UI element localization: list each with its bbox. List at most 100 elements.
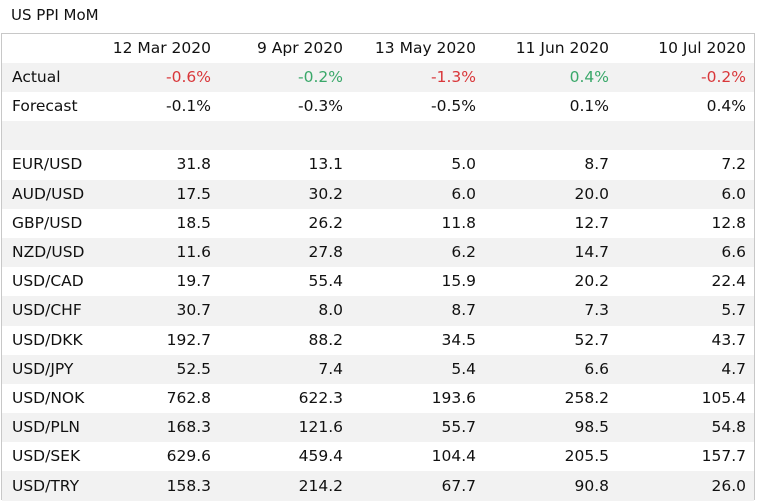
pair-value: 18.5 [176,213,211,232]
pair-value: 55.4 [308,272,343,291]
pair-value: 12.8 [711,213,746,232]
actual-value: -0.2% [617,63,754,93]
table-row: USD/DKK 192.7 88.2 34.5 52.7 43.7 [2,326,754,355]
pair-value: 52.5 [86,354,219,384]
pair-value: 17.5 [86,179,219,209]
column-header: 11 Jun 2020 [515,39,609,57]
pair-value: 258.2 [564,388,609,407]
table-row: USD/CHF 30.7 8.0 8.7 7.3 5.7 [2,296,754,326]
pair-value: 104.4 [431,447,476,466]
table-row: USD/SEK 629.6 459.4 104.4 205.5 157.7 [2,442,754,471]
pair-label: USD/CHF [2,296,86,326]
pair-value: 8.7 [351,296,484,326]
column-header: 12 Mar 2020 [112,39,211,57]
pair-value: 158.3 [86,471,219,501]
forecast-value: 0.1% [569,97,609,116]
row-label: Actual [2,63,86,93]
pair-label: USD/PLN [2,413,86,443]
pair-value: 20.2 [574,272,609,291]
pair-value: 11.8 [441,213,476,232]
pair-value: 26.2 [308,213,343,232]
table-row: NZD/USD 11.6 27.8 6.2 14.7 6.6 [2,237,754,268]
pair-value: 192.7 [166,330,211,349]
pair-value: 30.2 [219,179,351,209]
pair-value: 15.9 [441,272,476,291]
pair-value: 20.0 [484,179,617,209]
pair-value: 67.7 [351,471,484,501]
pair-value: 6.0 [351,179,484,209]
pair-value: 22.4 [711,272,746,291]
pair-value: 6.6 [617,237,754,268]
pair-value: 5.4 [351,354,484,384]
pair-label: AUD/USD [2,179,86,209]
pair-label: GBP/USD [12,213,83,232]
pair-value: 43.7 [711,330,746,349]
pair-value: 205.5 [564,447,609,466]
forecast-value: -0.1% [166,97,211,116]
pair-value: 6.2 [351,237,484,268]
pair-value: 27.8 [219,237,351,268]
pair-label: USD/NOK [12,388,85,407]
pair-value: 193.6 [431,388,476,407]
forecast-value: 0.4% [706,97,746,116]
pair-value: 8.7 [584,155,609,174]
column-header: 9 Apr 2020 [257,39,343,57]
actual-value: -0.2% [219,63,351,93]
pair-value: 762.8 [166,388,211,407]
pair-label: USD/TRY [2,471,86,501]
pair-value: 8.0 [219,296,351,326]
pair-rows: EUR/USD 31.8 13.1 5.0 8.7 7.2 AUD/USD 17.5 30.2 6… [2,150,754,501]
forecast-value: -0.3% [298,97,343,116]
pair-value: 12.7 [574,213,609,232]
pair-value: 54.8 [617,413,754,443]
pair-value: 6.6 [484,354,617,384]
pair-value: 7.4 [219,354,351,384]
header-corner [2,34,86,63]
table-row: EUR/USD 31.8 13.1 5.0 8.7 7.2 [2,150,754,179]
pair-value: 98.5 [484,413,617,443]
forecast-row: Forecast -0.1% -0.3% -0.5% 0.1% 0.4% [2,92,754,121]
table-row: USD/JPY 52.5 7.4 5.4 6.6 4.7 [2,354,754,384]
pair-value: 7.2 [721,155,746,174]
actual-value: -0.6% [86,63,219,93]
forecast-value: -0.5% [431,97,476,116]
pair-label: USD/DKK [12,330,83,349]
pair-value: 622.3 [298,388,343,407]
pair-value: 14.7 [484,237,617,268]
actual-value: 0.4% [484,63,617,93]
table-row: USD/PLN 168.3 121.6 55.7 98.5 54.8 [2,413,754,443]
pair-label: USD/CAD [12,272,84,291]
pair-value: 34.5 [441,330,476,349]
column-header: 10 Jul 2020 [658,39,746,57]
pair-value: 55.7 [351,413,484,443]
spacer-row [2,121,754,151]
pair-value: 31.8 [176,155,211,174]
pair-value: 214.2 [219,471,351,501]
pair-value: 88.2 [308,330,343,349]
pair-value: 4.7 [617,354,754,384]
ppi-table: 12 Mar 2020 9 Apr 2020 13 May 2020 11 Ju… [2,34,754,501]
column-header: 13 May 2020 [374,39,476,57]
pair-label: USD/SEK [12,447,81,466]
page-title: US PPI MoM [11,6,99,24]
pair-value: 5.7 [617,296,754,326]
pair-value: 90.8 [484,471,617,501]
actual-value: -1.3% [351,63,484,93]
table-row: USD/NOK 762.8 622.3 193.6 258.2 105.4 [2,384,754,413]
pair-value: 11.6 [86,237,219,268]
pair-label: EUR/USD [12,155,83,174]
header-row: 12 Mar 2020 9 Apr 2020 13 May 2020 11 Ju… [2,34,754,63]
pair-value: 30.7 [86,296,219,326]
table-row: USD/CAD 19.7 55.4 15.9 20.2 22.4 [2,267,754,296]
pair-value: 6.0 [617,179,754,209]
pair-value: 13.1 [308,155,343,174]
row-label: Forecast [12,97,78,116]
table-row: AUD/USD 17.5 30.2 6.0 20.0 6.0 [2,179,754,209]
pair-value: 7.3 [484,296,617,326]
pair-value: 19.7 [176,272,211,291]
actual-row: Actual -0.6% -0.2% -1.3% 0.4% -0.2% [2,63,754,93]
pair-value: 459.4 [298,447,343,466]
pair-value: 157.7 [701,447,746,466]
pair-value: 121.6 [219,413,351,443]
table-row: GBP/USD 18.5 26.2 11.8 12.7 12.8 [2,209,754,238]
